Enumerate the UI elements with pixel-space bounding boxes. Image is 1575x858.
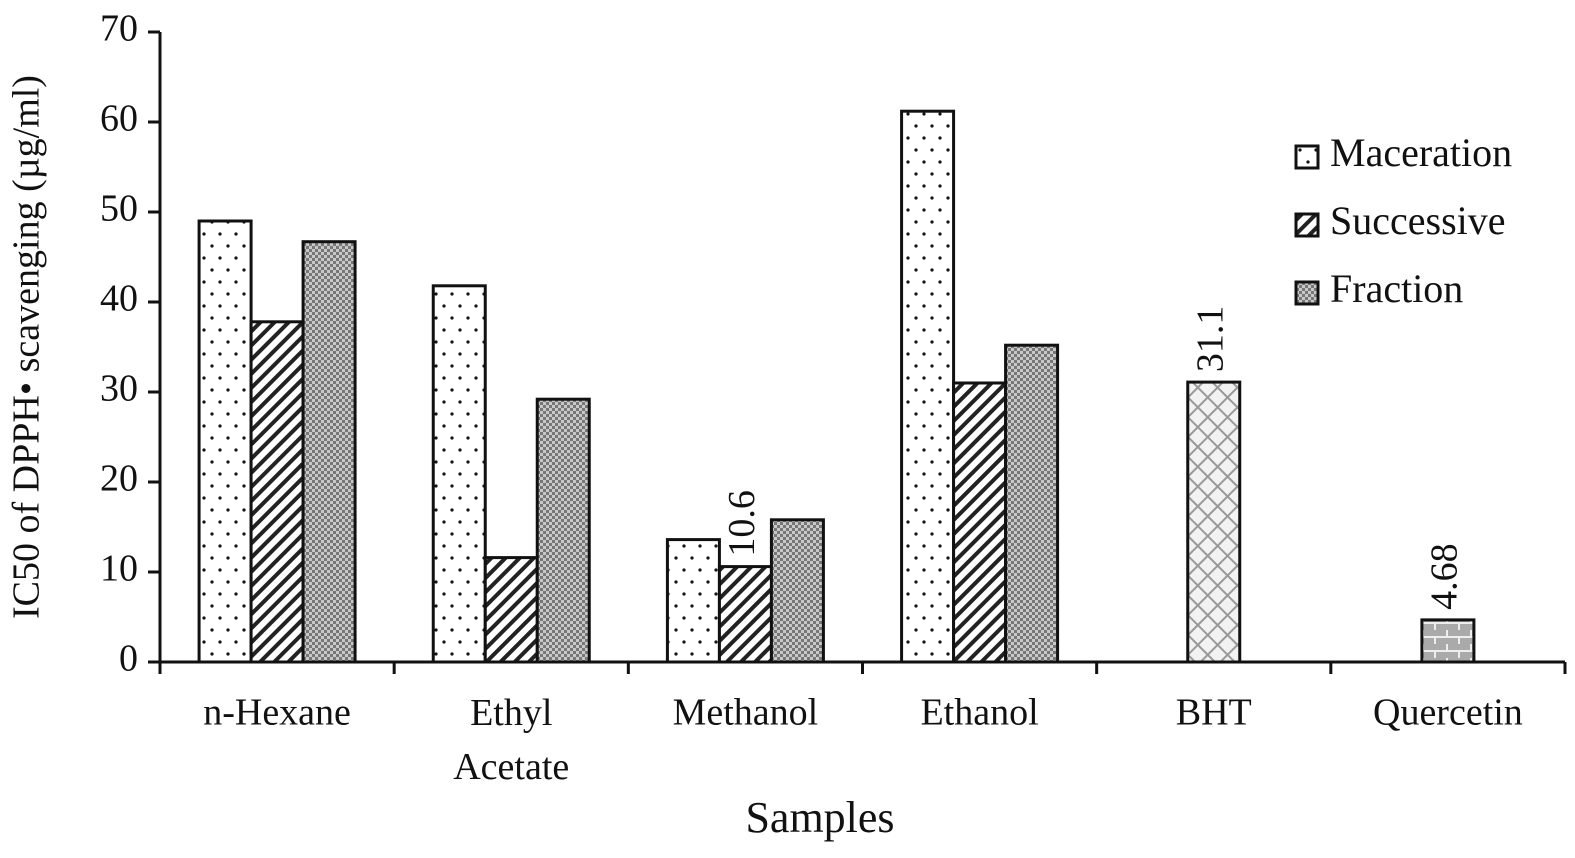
- y-tick-label: 0: [119, 638, 138, 680]
- legend-swatch: [1294, 144, 1320, 170]
- y-tick-label: 40: [100, 278, 138, 320]
- bar: [249, 320, 305, 664]
- bar: [769, 518, 825, 664]
- x-tick-label: Methanol: [673, 692, 819, 734]
- x-tick-label: Ethanol: [920, 692, 1038, 734]
- bar: [952, 381, 1008, 664]
- y-tick-label: 20: [100, 458, 138, 500]
- data-label: 4.68: [1424, 543, 1466, 610]
- bar: [535, 397, 591, 664]
- x-tick-label: Quercetin: [1373, 692, 1523, 734]
- data-label: 31.1: [1189, 306, 1231, 373]
- data-label: 10.6: [721, 490, 763, 557]
- y-tick-label: 70: [100, 8, 138, 50]
- legend-label: Successive: [1330, 198, 1506, 243]
- y-axis-label: IC50 of DPPH• scavenging (µg/ml): [6, 75, 48, 619]
- x-tick-label: Ethyl Acetate: [453, 692, 569, 788]
- y-tick-label: 30: [100, 368, 138, 410]
- legend-swatch: [1294, 212, 1320, 238]
- y-tick-label: 50: [100, 188, 138, 230]
- legend-swatch: [1294, 280, 1320, 306]
- bar: [1420, 618, 1476, 664]
- bar: [1004, 343, 1060, 664]
- bar: [431, 284, 487, 664]
- x-tick-label: BHT: [1176, 692, 1252, 734]
- bar: [665, 538, 721, 664]
- bar: [197, 219, 253, 664]
- bar: [900, 109, 956, 664]
- x-tick-label: n-Hexane: [203, 692, 351, 734]
- bar: [717, 565, 773, 664]
- legend-label: Maceration: [1330, 130, 1512, 175]
- legend-label: Fraction: [1330, 266, 1463, 311]
- bar: [483, 556, 539, 664]
- y-tick-label: 60: [100, 98, 138, 140]
- bar: [301, 240, 357, 664]
- x-axis-label: Samples: [745, 793, 894, 842]
- y-tick-label: 10: [100, 548, 138, 590]
- bar: [1186, 380, 1242, 664]
